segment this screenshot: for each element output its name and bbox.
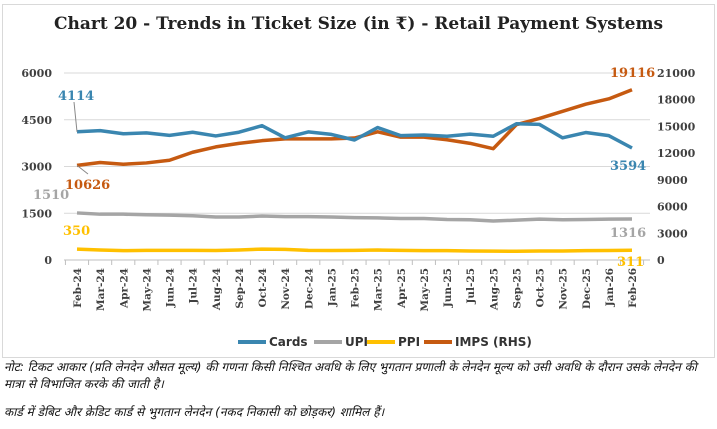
- series-line-ppi: [76, 247, 633, 254]
- x-tick-label: Jan-26: [604, 268, 616, 307]
- note-ticket-size: नोट: टिकट आकार (प्रति लेनदेन औसत मूल्य) …: [4, 360, 697, 391]
- x-tick-label: Aug-24: [211, 268, 223, 311]
- x-tick-label: Apr-24: [118, 268, 130, 309]
- right-tick-label: 6000: [657, 201, 688, 214]
- x-tick-label: Jul-25: [465, 268, 477, 305]
- left-tick-label: 1500: [21, 207, 52, 220]
- note-cards: कार्ड में डेबिट और क्रेडिट कार्ड से भुगत…: [4, 405, 385, 419]
- x-tick-label: Jun-25: [442, 268, 454, 308]
- last-data-label: 1316: [610, 226, 646, 241]
- series-line-cards: [76, 122, 633, 150]
- x-tick-label: Jul-24: [188, 268, 200, 305]
- last-data-label: 19116: [610, 66, 655, 81]
- right-tick-label: 0: [657, 254, 665, 267]
- x-tick-label: Feb-24: [72, 268, 84, 308]
- x-tick-label: Feb-25: [350, 268, 362, 308]
- x-tick-label: Oct-24: [257, 268, 269, 307]
- x-tick-label: Jun-24: [165, 268, 177, 308]
- first-data-label: 350: [63, 224, 90, 239]
- series-line-imps-rhs: [76, 88, 633, 168]
- last-data-label: 311: [617, 255, 644, 270]
- right-tick-label: 15000: [657, 120, 696, 133]
- chart-title: Chart 20 - Trends in Ticket Size (in ₹) …: [53, 14, 664, 34]
- leader-line: [76, 164, 89, 175]
- left-tick-label: 4500: [21, 114, 52, 127]
- series-line-upi: [76, 211, 633, 223]
- line-chart: 0 1500 3000 4500 6000 0 3000 6000 9000 12000 15000…: [21, 66, 696, 349]
- leader-line: [73, 101, 78, 132]
- x-tick-label: Dec-24: [303, 268, 315, 309]
- x-tick-label: Feb-26: [627, 268, 639, 308]
- legend-label: Cards: [269, 335, 308, 349]
- x-tick-label: May-25: [419, 268, 431, 312]
- x-tick-label: Nov-24: [280, 268, 292, 310]
- right-tick-label: 9000: [657, 174, 688, 187]
- chart-frame: [2, 4, 715, 358]
- x-tick-label: Jan-25: [326, 268, 338, 307]
- first-data-label: 1510: [33, 188, 69, 203]
- right-tick-label: 18000: [657, 94, 696, 107]
- legend-label: UPI: [345, 335, 368, 349]
- right-tick-label: 3000: [657, 227, 688, 240]
- first-data-label: 4114: [58, 89, 94, 104]
- left-tick-label: 6000: [21, 67, 52, 80]
- left-tick-label: 0: [44, 254, 52, 267]
- x-tick-label: May-24: [141, 268, 153, 312]
- legend-label: PPI: [398, 335, 420, 349]
- right-tick-label: 12000: [657, 147, 696, 160]
- x-tick-label: Oct-25: [535, 268, 547, 307]
- x-tick-label: Apr-25: [396, 268, 408, 309]
- left-tick-label: 3000: [21, 161, 52, 174]
- last-data-label: 3594: [610, 159, 646, 174]
- right-tick-label: 21000: [657, 67, 696, 80]
- x-tick-label: Aug-25: [488, 268, 500, 311]
- x-tick-label: Sep-25: [511, 268, 523, 309]
- x-tick-label: Dec-25: [581, 268, 593, 309]
- x-tick-label: Mar-25: [373, 268, 385, 311]
- first-data-label: 10626: [65, 178, 110, 193]
- x-tick-label: Nov-25: [558, 268, 570, 310]
- x-tick-label: Sep-24: [234, 268, 246, 309]
- x-tick-label: Mar-24: [95, 268, 107, 311]
- legend-label: IMPS (RHS): [455, 335, 532, 349]
